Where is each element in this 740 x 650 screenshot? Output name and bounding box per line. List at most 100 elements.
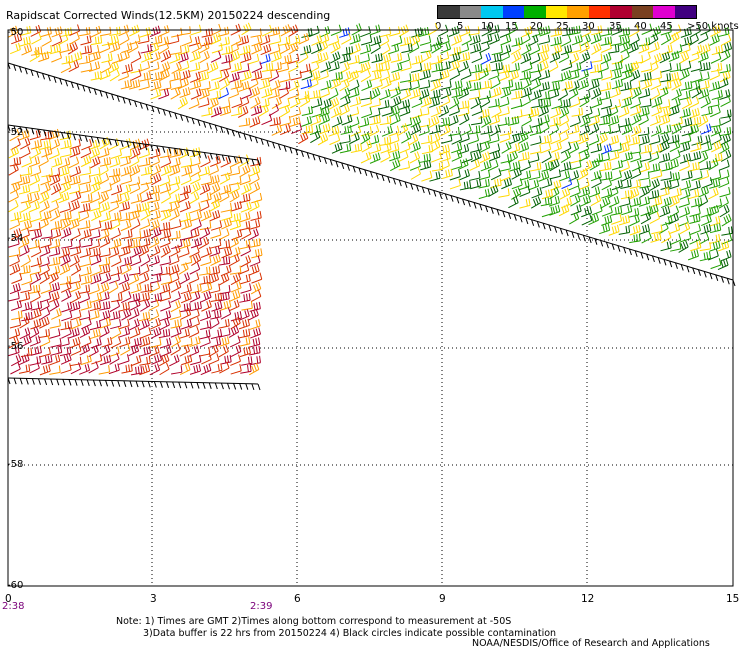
wind-barb [130,283,142,294]
wind-barb [640,62,653,73]
legend-swatch [502,6,524,18]
wind-barb [550,133,562,145]
wind-barb [601,69,613,81]
wind-barb [90,156,101,169]
wind-barb [659,73,672,83]
wind-barb [49,238,61,249]
wind-barb [570,62,582,73]
wind-barb [360,91,372,101]
wind-barb [698,232,710,245]
wind-barb [688,96,700,109]
wind-barb [78,284,91,294]
wind-barb [18,228,30,240]
wind-barb [381,125,393,137]
wind-barb [440,42,452,54]
wind-barb [720,49,731,63]
wind-barb [249,199,260,212]
wind-barb [499,161,511,172]
wind-barb [20,146,31,159]
wind-barb [189,71,201,83]
wind-barb [471,51,483,64]
wind-barb [149,281,161,294]
wind-barb [501,79,514,90]
wind-barb [581,206,593,218]
wind-barb [628,135,641,146]
wind-barb [541,188,553,200]
map-frame [7,29,734,587]
wind-barb [441,133,453,144]
wind-barb [331,106,342,119]
wind-barb [130,218,141,231]
wind-barb [681,170,693,181]
wind-barb [388,133,400,145]
wind-barb [271,124,283,136]
wind-barb [100,272,112,285]
wind-barb [659,140,670,153]
wind-barb [718,196,729,209]
wind-barb [208,80,220,92]
wind-barb [59,275,72,286]
wind-barb [578,178,590,191]
wind-barb [39,245,51,257]
wind-barb [38,154,49,167]
wind-barb [200,290,212,303]
wind-barb [661,214,673,226]
wind-barb [150,80,162,91]
wind-barb [317,51,329,64]
wind-barb [708,98,720,108]
wind-barb [48,147,60,160]
wind-barb [521,77,532,90]
wind-barb [610,36,622,47]
wind-barb [709,118,721,128]
legend-swatch [674,6,696,18]
wind-barb [18,184,31,195]
wind-barb [249,238,261,248]
wind-barb [99,156,112,167]
wind-barb [268,69,280,82]
wind-barb [578,132,590,145]
wind-barb [129,34,141,46]
wind-barb [287,60,299,73]
wind-barb [310,114,322,126]
legend-label: 45 [660,21,673,32]
wind-barb [679,153,691,164]
wind-barb [189,364,202,375]
wind-barb [260,70,273,81]
wind-barb [40,210,52,222]
wind-barb [500,153,512,164]
wind-barb [680,36,692,47]
wind-barb [647,189,660,200]
wind-barb [488,68,500,81]
wind-barb [60,181,72,194]
wind-barb [651,96,663,108]
wind-barb [190,283,202,294]
wind-barb [170,309,182,321]
wind-barb [269,43,281,55]
wind-barb [388,82,400,92]
wind-barb [158,88,170,100]
wind-barb [630,124,642,137]
wind-barb [650,70,662,81]
wind-barb [110,336,122,349]
wind-barb [180,173,192,186]
wind-barb [648,41,660,54]
wind-barb [669,31,680,45]
wind-barb [210,329,223,340]
wind-barb [530,196,542,209]
wind-barb [8,336,20,349]
wind-barb [568,124,580,135]
wind-barb [121,364,133,374]
wind-barb [230,175,242,186]
wind-barb [128,40,139,54]
wind-barb [539,69,551,81]
note-line: Note: 1) Times are GMT 2)Times along bot… [116,616,512,627]
legend-label: 5 [457,21,464,32]
wind-barb [581,106,593,118]
wind-barb [478,188,490,200]
wind-barb [429,171,441,182]
wind-barb [268,88,280,99]
wind-barb [69,32,80,45]
wind-barb [417,27,430,38]
wind-barb [180,158,193,168]
wind-barb [670,187,682,199]
